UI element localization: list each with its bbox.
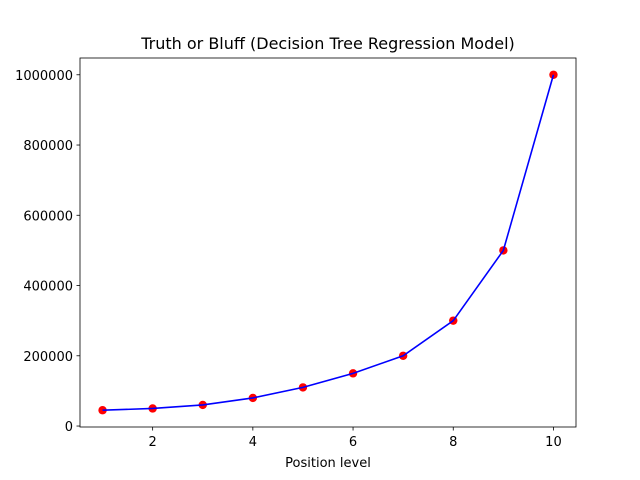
x-tick-label: 6 bbox=[349, 435, 357, 450]
x-tick-label: 4 bbox=[249, 435, 257, 450]
x-tick-label: 10 bbox=[545, 435, 562, 450]
y-tick-label: 800000 bbox=[23, 139, 73, 154]
data-line bbox=[102, 74, 555, 412]
x-tick-label: 2 bbox=[149, 435, 157, 450]
y-tick-label: 200000 bbox=[23, 350, 73, 365]
plot-frame bbox=[79, 57, 577, 428]
x-tick-label: 8 bbox=[449, 435, 457, 450]
y-tick-label: 0 bbox=[65, 420, 73, 435]
chart-title: Truth or Bluff (Decision Tree Regression… bbox=[140, 34, 515, 53]
y-tick-label: 400000 bbox=[23, 280, 73, 295]
x-axis-label: Position level bbox=[285, 456, 371, 471]
y-tick-label: 600000 bbox=[23, 209, 73, 224]
y-tick-label: 1000000 bbox=[15, 69, 73, 84]
